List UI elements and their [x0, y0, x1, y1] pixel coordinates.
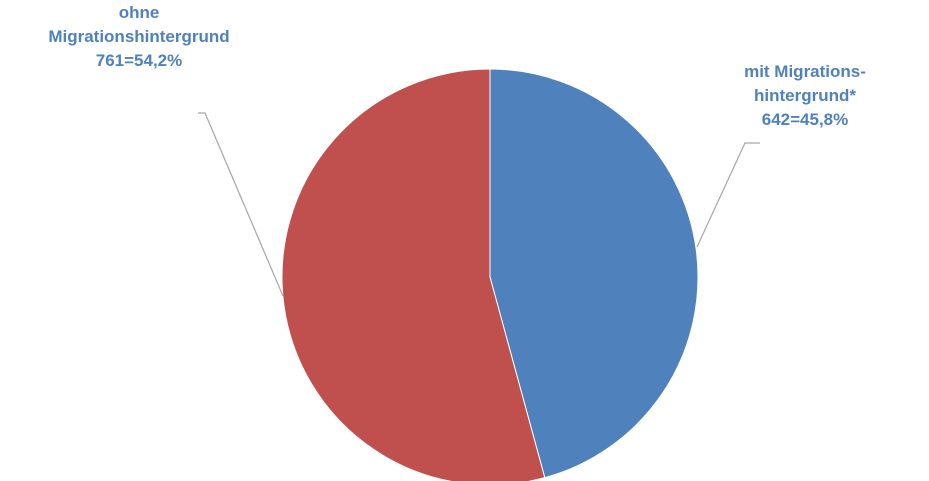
slice-label-line: Migrationshintergrund: [48, 27, 230, 46]
slice-label-ohne-migrationshintergrund: ohne Migrationshintergrund 761=54,2%: [14, 1, 264, 73]
pie-slice-0: [489, 68, 699, 479]
leader-line-1: [198, 112, 284, 297]
slice-label-line: mit Migrations-: [744, 62, 866, 81]
pie-slice-1: [281, 68, 546, 481]
slice-value-label: 761=54,2%: [95, 51, 183, 70]
leader-line-0: [696, 142, 760, 248]
pie-slices: [281, 68, 699, 481]
slice-label-line: ohne: [118, 3, 160, 22]
slice-label-mit-migrationshintergrund: mit Migrations- hintergrund* 642=45,8%: [700, 60, 910, 132]
slice-label-line: hintergrund*: [754, 86, 856, 105]
slice-value-label: 642=45,8%: [761, 110, 849, 129]
leader-lines: [198, 112, 760, 297]
